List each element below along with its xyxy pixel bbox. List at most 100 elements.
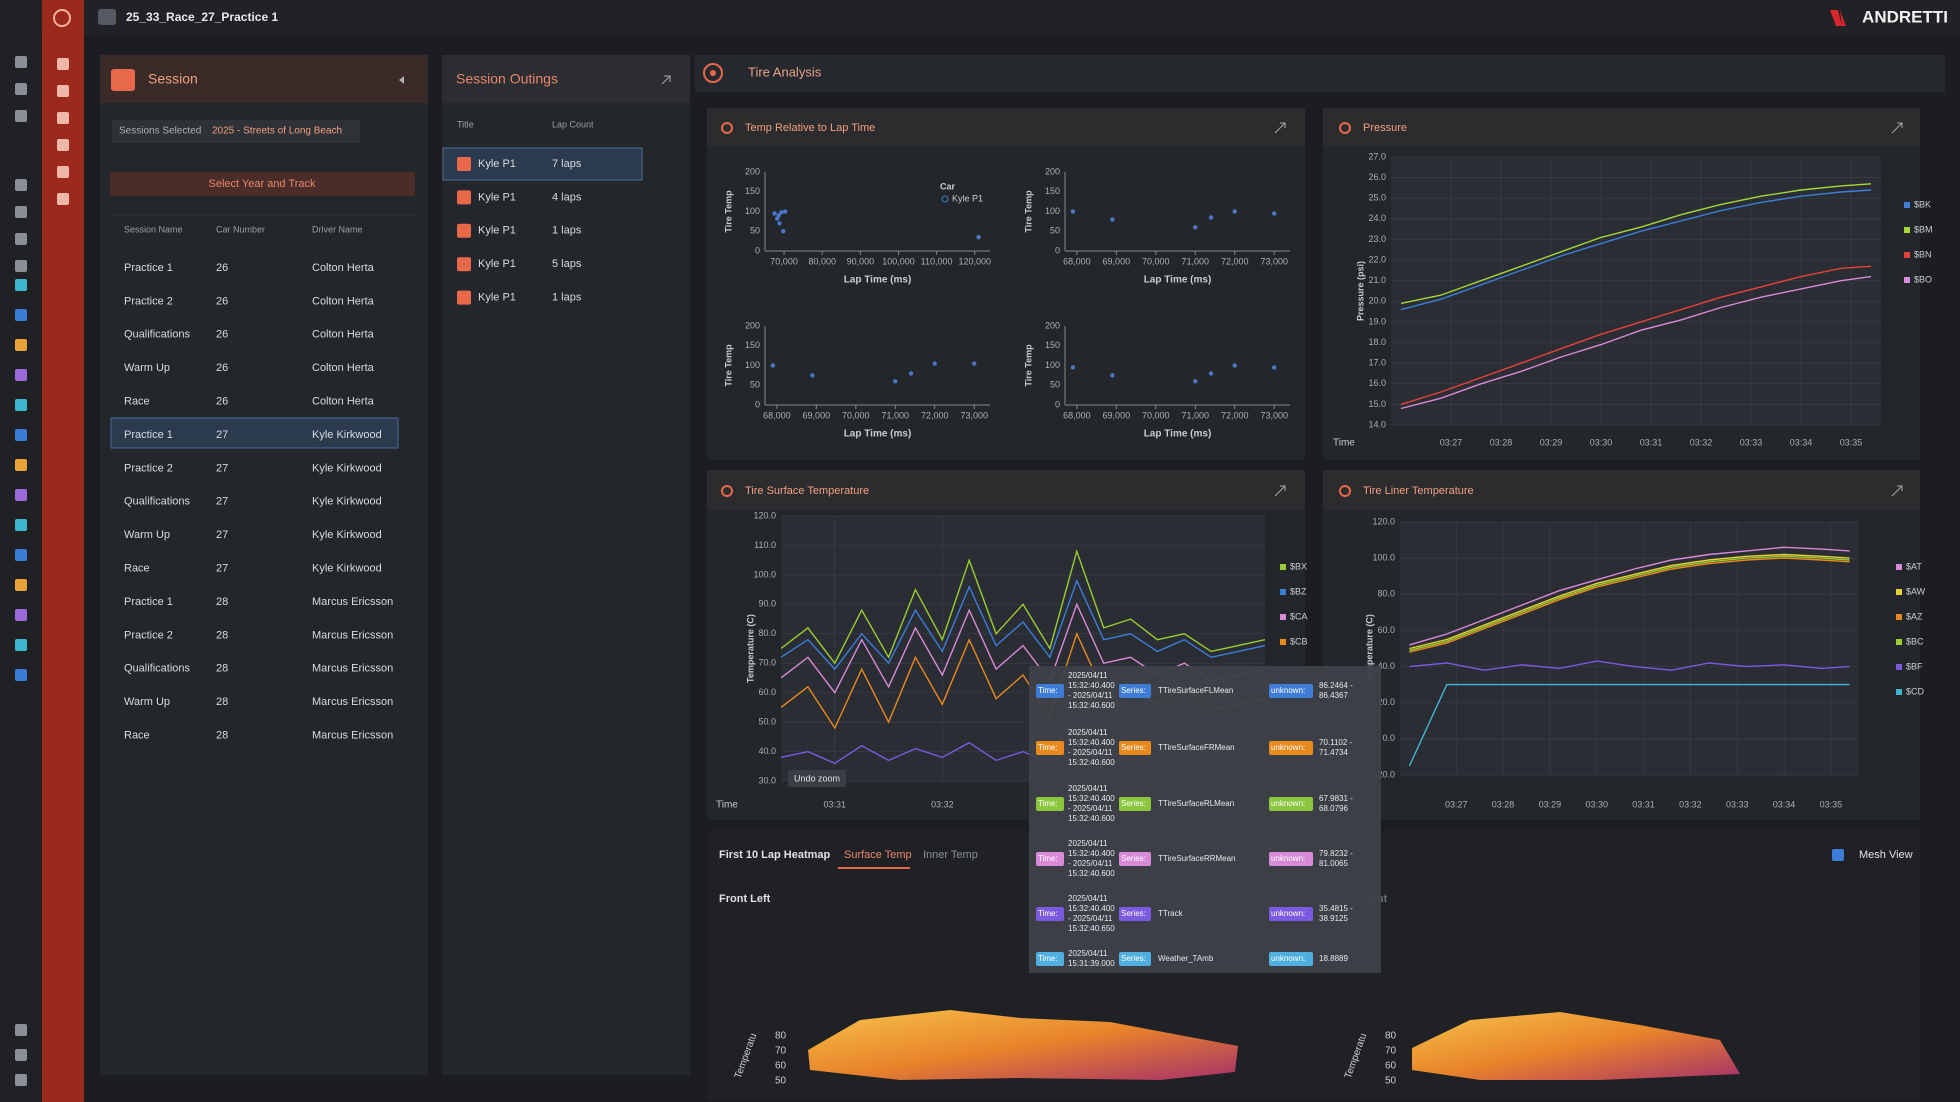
nav-icon[interactable]	[15, 110, 27, 122]
nav-icon[interactable]	[15, 609, 27, 621]
tooltip-chip	[1269, 952, 1313, 966]
series-line	[781, 578, 1265, 671]
nav-icon[interactable]	[15, 639, 27, 651]
legend-entry: $AT	[1906, 561, 1922, 571]
expand-icon[interactable]	[1274, 122, 1286, 134]
x-tick-label: 120,000	[958, 256, 991, 266]
session-cell: Kyle Kirkwood	[312, 429, 382, 441]
scatter-point	[1070, 209, 1076, 214]
legend-swatch	[1904, 202, 1910, 208]
rail-icon[interactable]	[57, 193, 69, 205]
outing-title: Kyle P1	[478, 158, 516, 170]
nav-icon[interactable]	[15, 369, 27, 381]
panel-icon	[721, 485, 733, 497]
session-cell: Kyle Kirkwood	[312, 563, 382, 575]
heatmap-title: First 10 Lap Heatmap	[719, 849, 831, 861]
x-tick-label: 03:29	[1539, 799, 1562, 809]
y-axis-label: Temperature (C)	[1364, 614, 1374, 683]
history-icon[interactable]	[53, 9, 71, 27]
nav-icon[interactable]	[15, 519, 27, 531]
nav-icon[interactable]	[15, 459, 27, 471]
x-tick-label: 03:33	[1740, 437, 1763, 447]
nav-icon[interactable]	[15, 669, 27, 681]
expand-icon[interactable]	[1274, 485, 1286, 497]
heatmap-tab[interactable]: Inner Temp	[923, 849, 978, 861]
undo-zoom-button[interactable]	[788, 770, 846, 787]
nav-icon[interactable]	[15, 489, 27, 501]
rail-icon[interactable]	[57, 112, 69, 124]
nav-icon[interactable]	[15, 309, 27, 321]
y-tick-label: 40.0	[1377, 661, 1395, 671]
z-tick-label: 50	[775, 1076, 787, 1087]
nav-icon[interactable]	[15, 579, 27, 591]
tooltip-time: 15:32:40.400	[1068, 794, 1115, 803]
nav-icon[interactable]	[15, 260, 27, 272]
session-title: Session	[148, 71, 198, 87]
expand-icon[interactable]	[1891, 122, 1903, 134]
tooltip-value: 35.4815 -	[1319, 904, 1353, 913]
rail-icon[interactable]	[57, 139, 69, 151]
y-tick-label: 120.0	[753, 510, 776, 520]
y-tick-label: 150	[1045, 340, 1060, 350]
session-cell: 26	[216, 262, 228, 274]
outing-icon	[457, 190, 471, 205]
legend-swatch	[1904, 277, 1910, 283]
tooltip-key: Time:	[1038, 909, 1058, 918]
nav-icon[interactable]	[15, 429, 27, 441]
x-tick-label: 71,000	[1181, 256, 1209, 266]
nav-icon[interactable]	[15, 179, 27, 191]
expand-icon[interactable]	[661, 75, 671, 85]
nav-icon[interactable]	[15, 1024, 27, 1036]
nav-icon[interactable]	[15, 233, 27, 245]
x-tick-label: 100,000	[882, 256, 915, 266]
panel-icon	[721, 122, 733, 134]
nav-icon[interactable]	[15, 1074, 27, 1086]
select-button[interactable]	[110, 172, 415, 196]
x-tick-label: 03:31	[1632, 799, 1655, 809]
outing-title: Kyle P1	[478, 191, 516, 203]
tooltip-time: 15:32:40.400	[1068, 904, 1115, 913]
panel-title: Pressure	[1363, 122, 1407, 134]
rail-icon[interactable]	[57, 166, 69, 178]
nav-icon[interactable]	[15, 206, 27, 218]
session-cell: Marcus Ericsson	[312, 596, 393, 608]
x-axis-label: Time	[1333, 438, 1355, 449]
nav-icon[interactable]	[15, 279, 27, 291]
temp-lap-header	[707, 108, 1305, 146]
x-tick-label: 110,000	[921, 256, 953, 266]
session-cell: Colton Herta	[312, 262, 375, 274]
expand-icon[interactable]	[1891, 485, 1903, 497]
legend-title: Car	[940, 181, 956, 191]
nav-icon[interactable]	[15, 549, 27, 561]
nav-icon[interactable]	[15, 339, 27, 351]
y-tick-label: 200	[1045, 320, 1060, 330]
nav-icon[interactable]	[15, 399, 27, 411]
y-tick-label: -20.0	[1374, 769, 1395, 779]
scatter-point	[908, 371, 914, 376]
outing-icon	[457, 290, 471, 305]
collapse-icon[interactable]	[399, 76, 404, 84]
series-line	[1400, 275, 1872, 410]
tooltip-chip	[1119, 741, 1151, 755]
mesh-checkbox[interactable]	[1832, 849, 1844, 861]
nav-icon[interactable]	[15, 56, 27, 68]
heatmap-tab[interactable]: Surface Temp	[844, 849, 912, 861]
icon-strip	[0, 35, 42, 1102]
z-tick-label: 70	[1385, 1046, 1397, 1057]
selected-row[interactable]	[110, 417, 399, 449]
nav-rail[interactable]	[42, 0, 84, 1102]
selected-outing[interactable]	[442, 147, 643, 181]
session-cell: 28	[216, 696, 228, 708]
nav-icon[interactable]	[15, 1049, 27, 1061]
panel-icon	[1339, 485, 1351, 497]
rail-icon[interactable]	[57, 58, 69, 70]
mesh-view-label: Mesh View	[1859, 849, 1913, 861]
rail-icon[interactable]	[57, 85, 69, 97]
legend-entry: $AW	[1906, 586, 1926, 596]
nav-icon[interactable]	[15, 83, 27, 95]
session-cell: 27	[216, 462, 228, 474]
scatter-point	[1110, 217, 1115, 222]
x-tick-label: 70,000	[842, 410, 870, 420]
x-tick-label: 03:33	[1726, 799, 1749, 809]
